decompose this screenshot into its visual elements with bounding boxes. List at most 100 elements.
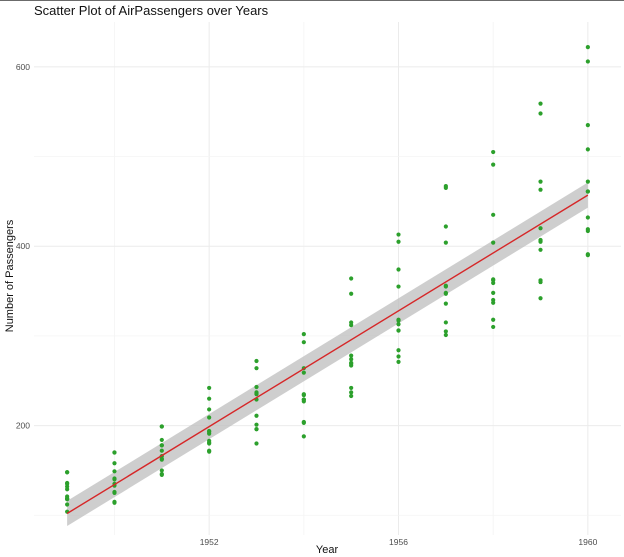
data-point xyxy=(254,413,259,418)
chart-title: Scatter Plot of AirPassengers over Years xyxy=(34,3,269,18)
x-tick-label: 1960 xyxy=(578,537,597,547)
data-point xyxy=(112,500,117,505)
data-point xyxy=(538,226,543,231)
data-point xyxy=(301,420,306,425)
data-point xyxy=(254,441,259,446)
y-axis-title: Number of Passengers xyxy=(4,219,16,332)
data-point xyxy=(159,437,164,443)
data-point xyxy=(491,317,496,322)
data-point xyxy=(443,329,448,334)
data-point xyxy=(538,247,543,252)
data-point xyxy=(396,322,401,327)
data-point xyxy=(396,328,401,333)
data-point xyxy=(443,320,448,325)
data-point xyxy=(396,239,401,244)
data-point xyxy=(349,323,354,328)
data-point xyxy=(159,468,164,473)
data-point xyxy=(491,324,496,330)
grid xyxy=(34,22,621,535)
data-point xyxy=(443,240,448,245)
data-point xyxy=(491,212,496,217)
y-tick-label: 600 xyxy=(16,62,30,72)
data-point xyxy=(65,487,70,492)
data-point xyxy=(538,111,543,116)
data-point xyxy=(585,147,590,152)
data-point xyxy=(65,480,70,486)
tick-labels: 1952 1956 1960 200 400 600 xyxy=(16,62,598,547)
x-tick-label: 1952 xyxy=(200,537,219,547)
data-point xyxy=(585,253,590,258)
data-point xyxy=(159,448,164,453)
data-point xyxy=(112,469,117,474)
data-point xyxy=(254,427,259,432)
data-point xyxy=(491,300,496,305)
data-point xyxy=(65,497,70,502)
data-point xyxy=(349,357,354,362)
data-point xyxy=(112,461,117,466)
data-point xyxy=(443,284,448,289)
x-tick-label: 1956 xyxy=(389,537,408,547)
data-point xyxy=(207,407,212,412)
data-point xyxy=(538,296,543,301)
data-point xyxy=(349,353,354,358)
data-point xyxy=(491,240,496,245)
data-point xyxy=(254,384,259,390)
data-point xyxy=(396,348,401,353)
data-point xyxy=(349,393,354,399)
data-point xyxy=(301,340,306,345)
data-point xyxy=(207,438,212,443)
data-point xyxy=(443,184,448,189)
data-point xyxy=(349,360,354,365)
data-point xyxy=(396,317,401,322)
data-point xyxy=(538,278,543,283)
data-point xyxy=(396,267,401,272)
data-point xyxy=(396,284,401,289)
data-point xyxy=(301,397,306,402)
data-point xyxy=(396,354,401,359)
data-point xyxy=(254,422,259,427)
y-tick-label: 400 xyxy=(16,241,30,251)
data-point xyxy=(585,189,590,194)
data-point xyxy=(491,280,496,286)
data-point xyxy=(112,490,117,495)
data-point xyxy=(207,396,212,401)
data-point xyxy=(585,215,590,220)
data-point xyxy=(585,123,590,128)
x-axis-title: Year xyxy=(316,544,339,556)
y-tick-label: 200 xyxy=(16,421,30,431)
trend-line xyxy=(66,194,589,515)
data-point xyxy=(65,470,70,475)
data-point xyxy=(207,385,212,391)
data-point xyxy=(159,457,164,462)
data-point xyxy=(65,502,70,507)
top-border xyxy=(0,0,624,1)
data-point xyxy=(349,276,354,281)
data-point xyxy=(396,359,401,365)
data-point xyxy=(159,424,164,429)
data-point xyxy=(254,358,259,364)
data-point xyxy=(349,390,354,395)
data-point xyxy=(301,332,306,337)
data-point xyxy=(538,179,543,184)
data-point xyxy=(112,450,117,455)
data-point xyxy=(301,434,306,439)
data-point xyxy=(585,227,590,232)
data-point xyxy=(112,477,117,482)
data-point xyxy=(491,277,496,282)
data-point xyxy=(585,179,590,184)
data-point xyxy=(207,428,212,434)
data-point xyxy=(254,366,259,371)
data-point xyxy=(396,232,401,237)
data-point xyxy=(585,59,590,64)
data-point xyxy=(585,45,590,50)
data-point xyxy=(207,415,212,420)
data-point xyxy=(349,385,354,391)
data-point xyxy=(443,224,448,229)
data-point xyxy=(254,390,259,395)
data-point xyxy=(538,239,543,244)
data-point xyxy=(443,332,448,338)
data-point xyxy=(491,149,496,155)
data-point xyxy=(301,392,306,398)
data-point xyxy=(443,291,448,296)
